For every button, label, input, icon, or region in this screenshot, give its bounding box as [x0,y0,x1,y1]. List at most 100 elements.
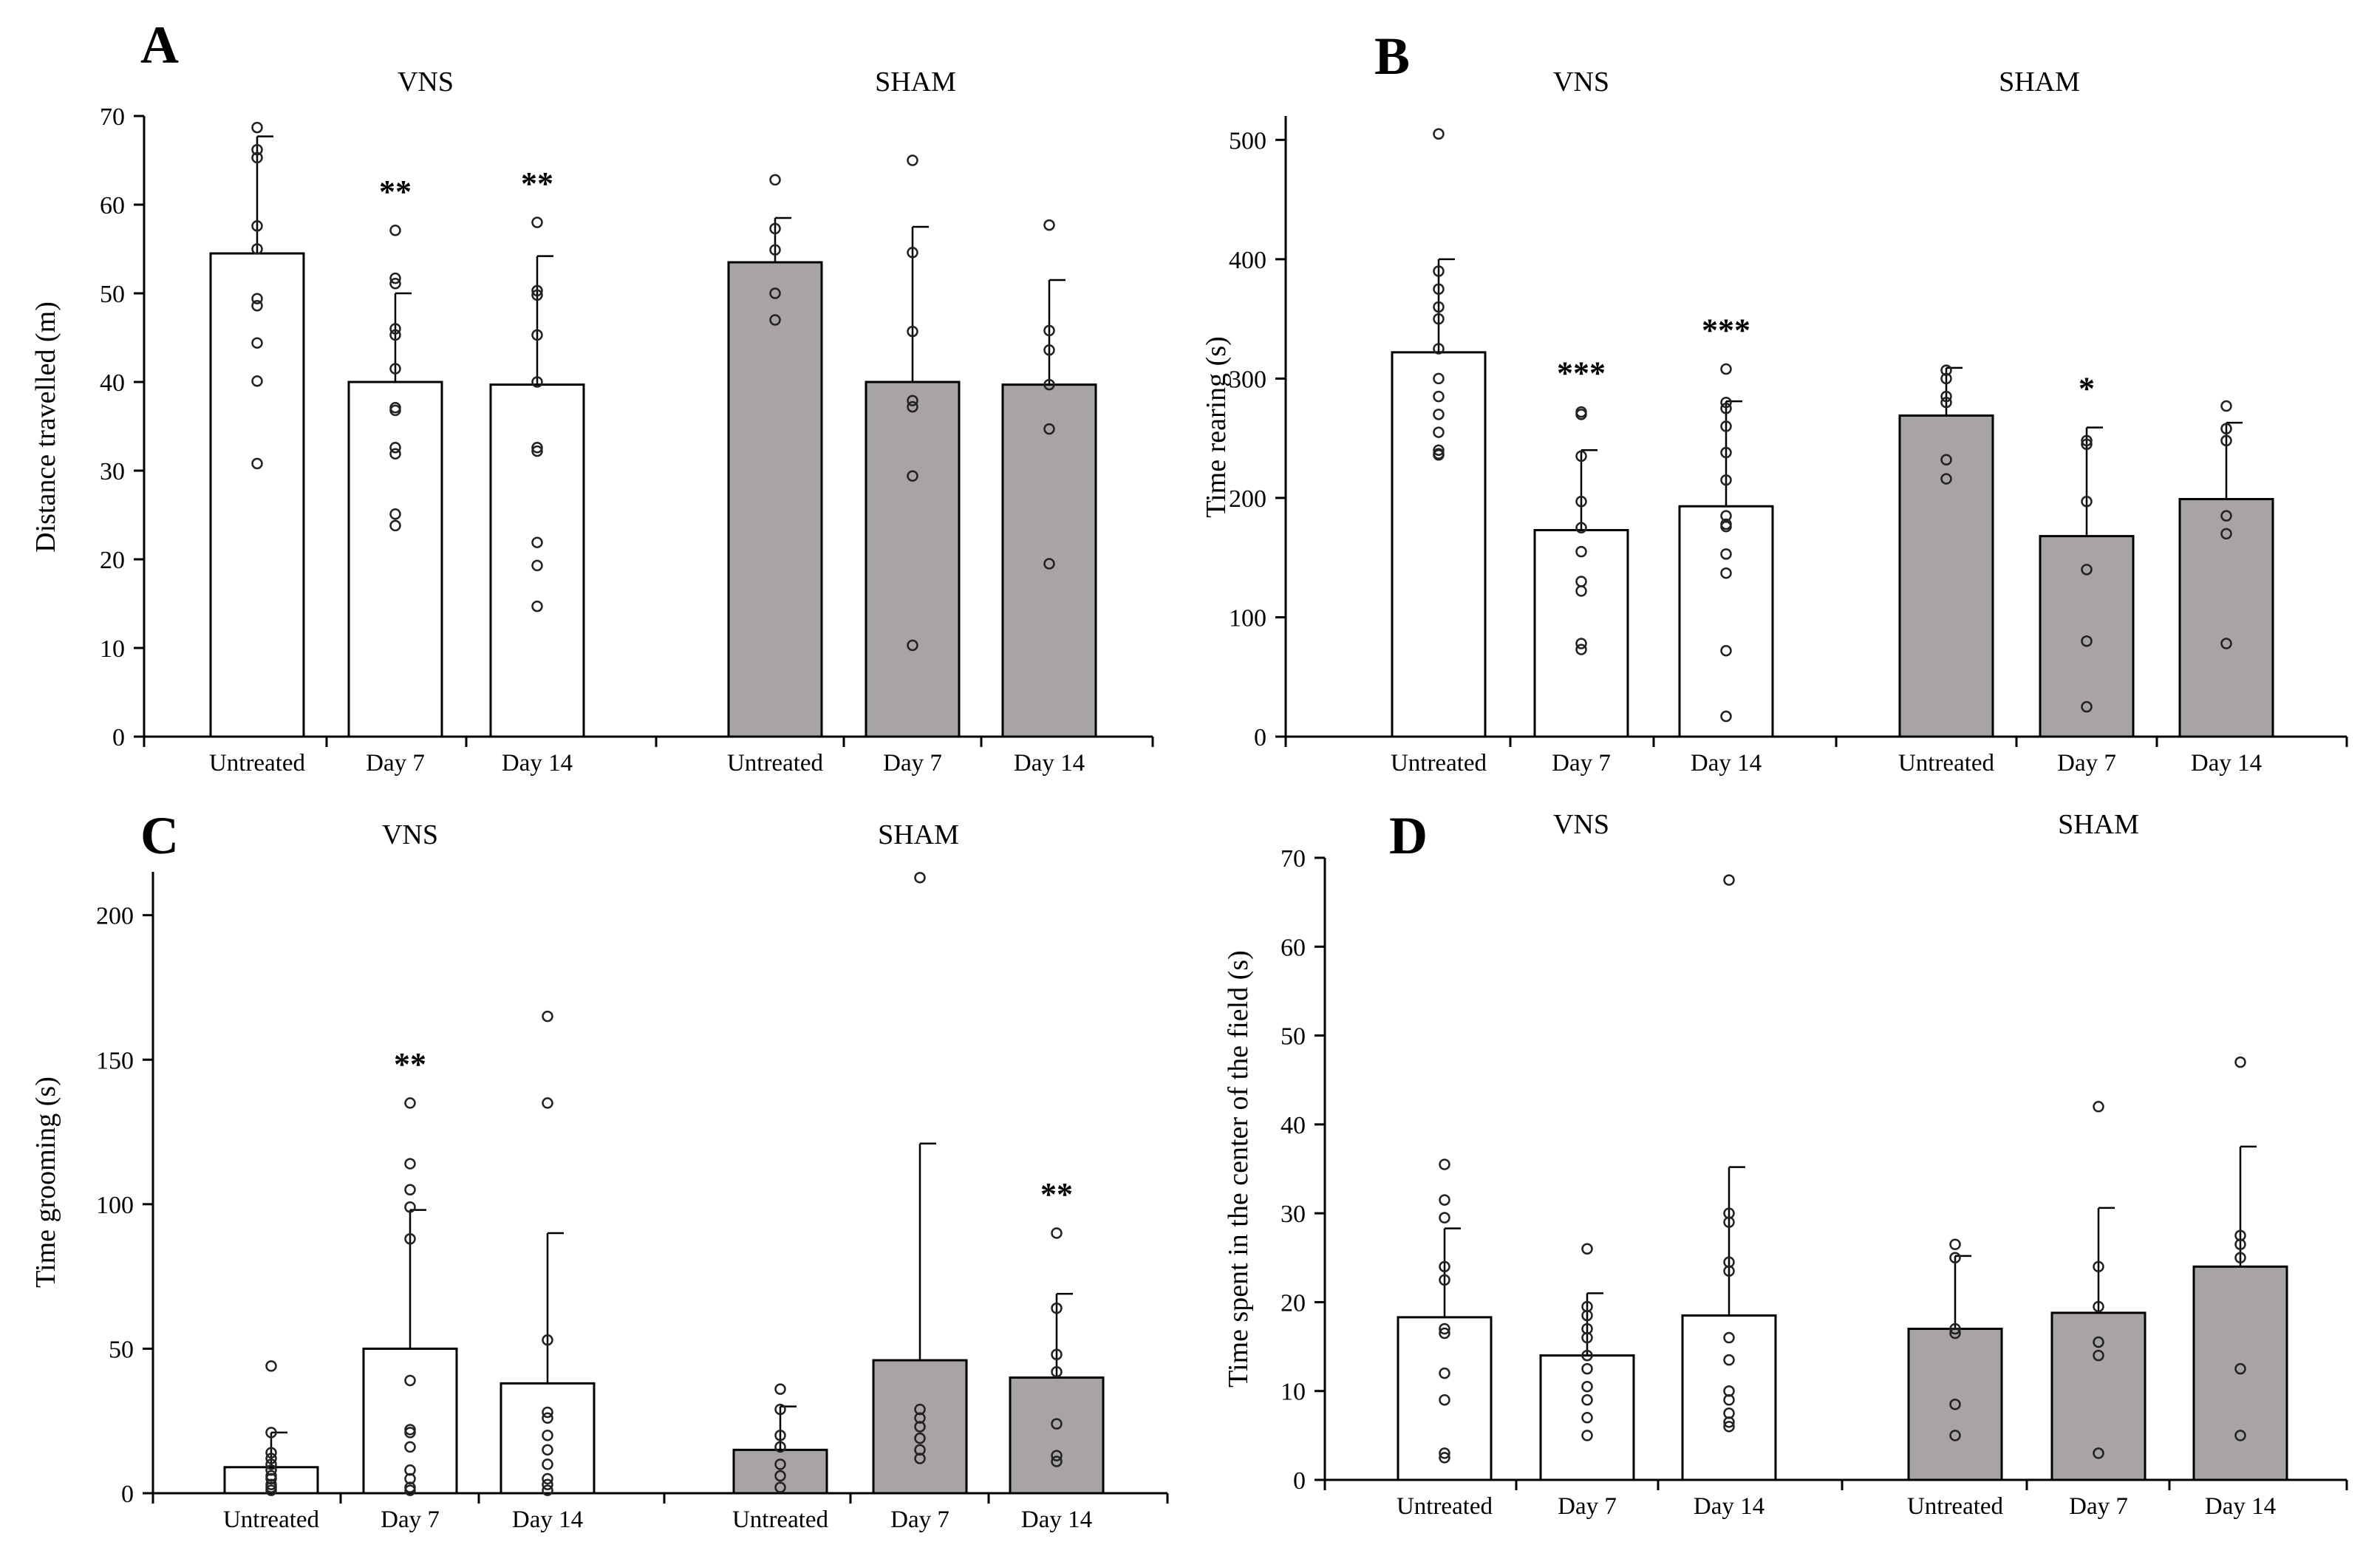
data-point [404,1464,416,1476]
bar [1681,1314,1777,1481]
data-point [2081,438,2093,450]
data-point [907,400,918,413]
data-point [251,300,263,312]
bar [1001,383,1097,738]
data-point [1949,1252,1961,1264]
x-tick-label: Day 7 [2069,1493,2128,1520]
y-axis-label: Time rearing (s) [1201,336,1232,518]
data-point [542,1406,553,1419]
data-point [1949,1323,1961,1335]
data-point [914,1444,926,1456]
data-point [531,376,543,388]
x-tick-label: Day 7 [2057,750,2116,777]
data-point [1433,128,1445,140]
data-point [265,1458,277,1470]
panel-letter: D [1389,806,1428,865]
data-point [2081,564,2093,576]
significance-label: ** [521,166,553,202]
data-point [2234,1252,2246,1264]
data-point [774,1470,786,1482]
data-point [265,1473,277,1485]
data-point [1581,1380,1593,1393]
y-tick-label: 70 [100,103,125,131]
y-tick-label: 10 [1281,1379,1306,1406]
x-tick-label: Untreated [727,750,824,777]
y-tick-label: 20 [1281,1289,1306,1317]
panel-letter: C [140,806,179,865]
bar [865,381,961,738]
data-point [542,1334,553,1346]
data-point [907,470,918,482]
data-point [251,143,263,156]
data-point [1043,324,1055,337]
data-point [1720,520,1732,533]
data-point [1043,344,1055,356]
data-point [1720,420,1732,432]
data-point [531,329,543,341]
data-point [542,1097,553,1109]
data-point [389,404,401,417]
data-point [1439,1452,1450,1464]
data-point [2220,423,2232,434]
x-tick-label: Untreated [209,750,306,777]
data-point [907,395,918,406]
data-point [265,1360,277,1372]
bar [1391,351,1487,738]
data-point [774,1403,786,1416]
data-point [2093,1447,2104,1459]
data-point [1433,283,1445,295]
data-point [1940,473,1952,485]
group-label: SHAM [878,819,959,850]
data-point [1051,1227,1063,1239]
data-point [914,1412,926,1424]
y-tick-label: 150 [96,1047,134,1074]
x-tick-label: Untreated [1907,1493,2004,1520]
x-tick-label: Untreated [1397,1493,1493,1520]
x-tick-label: Day 14 [1691,750,1762,777]
panel-a: A 0 10 20 30 40 50 60 70 Distance travelled (m) VN… [30,16,1154,777]
data-point [404,1374,416,1387]
panel-d: D 0 10 20 30 40 50 60 70 Time spent in the center… [1223,806,2348,1520]
data-point [1043,423,1055,435]
x-tick-label: Untreated [223,1506,320,1533]
x-tick-label: Day 14 [502,750,573,777]
y-tick-label: 100 [1229,604,1266,632]
y-tick-label: 0 [121,1481,134,1508]
data-point [542,1010,553,1023]
data-point [2093,1260,2104,1273]
data-point [389,225,401,236]
data-point [1720,567,1732,579]
data-point [1439,1323,1450,1335]
y-tick-label: 50 [109,1336,134,1363]
data-point [404,1097,416,1109]
bar [1397,1316,1493,1481]
data-point [1940,396,1952,409]
data-point [1051,1302,1063,1314]
data-point [1051,1450,1063,1461]
x-tick-label: Day 7 [1558,1493,1617,1520]
x-tick-label: Day 7 [890,1506,949,1533]
data-point [1581,1331,1593,1344]
significance-label: ** [379,174,412,210]
x-tick-label: Day 14 [1014,750,1085,777]
data-point [531,216,543,228]
data-point [542,1412,553,1424]
panel-letter: B [1374,27,1410,86]
data-point [1720,446,1732,459]
data-point [389,508,401,520]
group-label: VNS [398,66,454,98]
data-point [1581,1309,1593,1322]
data-point [2093,1336,2104,1348]
data-point [914,1432,926,1444]
data-point [251,337,263,349]
data-point [389,519,401,532]
data-point [1723,874,1735,886]
panel-b: B 0 100 200 300 400 500 Time rearing (s) VNS Untr… [1201,27,2348,777]
y-tick-label: 0 [1254,724,1266,751]
bar [872,1359,968,1495]
data-point [1940,372,1952,385]
data-point [1720,548,1732,560]
data-point [1433,444,1445,457]
data-point [1439,1327,1450,1340]
x-tick-label: Day 14 [1694,1493,1764,1520]
